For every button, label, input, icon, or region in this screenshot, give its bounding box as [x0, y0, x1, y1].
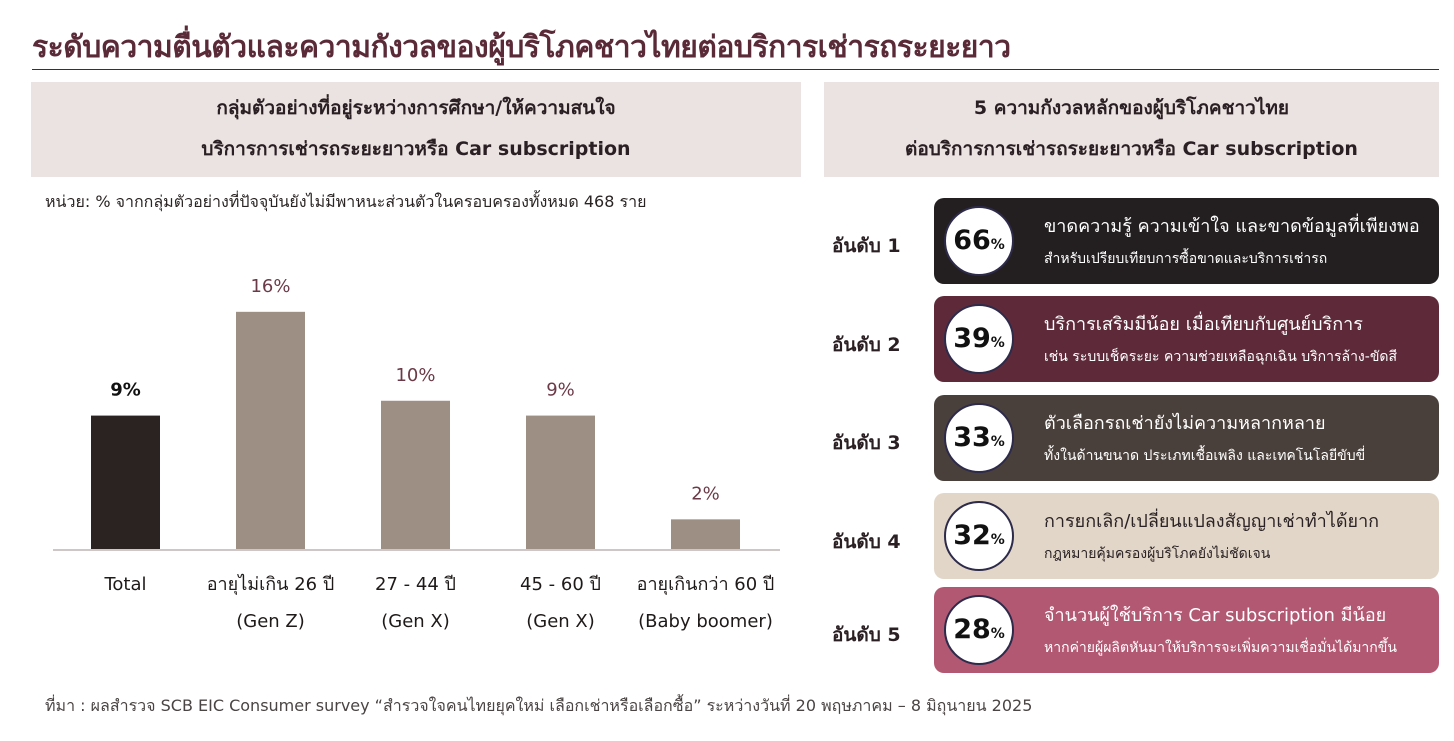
category-tick-label: (Gen X) [526, 611, 595, 632]
percent-value: 39 [953, 323, 991, 354]
bar [236, 311, 305, 549]
percent-value: 66 [953, 225, 991, 256]
concern-card: 39% บริการเสริมมีน้อย เมื่อเทียบกับศูนย์… [934, 296, 1439, 382]
bar [91, 415, 160, 549]
right-heading-line1: 5 ความกังวลหลักของผู้บริโภคชาวไทย [973, 97, 1290, 119]
bar [526, 415, 595, 549]
concern-main-text: บริการเสริมมีน้อย เมื่อเทียบกับศูนย์บริก… [1044, 314, 1363, 335]
category-tick-label: 27 - 44 ปี [375, 574, 456, 595]
percent-value: 32 [953, 520, 991, 551]
rank-label: อันดับ 1 [832, 235, 901, 257]
category-tick-label: Total [103, 574, 146, 595]
concern-main-text: ขาดความรู้ ความเข้าใจ และขาดข้อมูลที่เพี… [1044, 216, 1420, 237]
concern-main-text: ตัวเลือกรถเช่ายังไม่ความหลากหลาย [1044, 413, 1326, 434]
right-heading-line2: ต่อบริการการเช่ารถระยะยาวหรือ Car subscr… [905, 138, 1358, 160]
category-tick-label: อายุเกินกว่า 60 ปี [637, 574, 775, 595]
rank-label: อันดับ 4 [832, 531, 901, 553]
data-label: 9% [546, 380, 575, 401]
title-divider [32, 69, 1439, 70]
category-tick-label: 45 - 60 ปี [520, 574, 601, 595]
category-tick-label: (Gen Z) [236, 611, 305, 632]
data-label: 2% [691, 483, 720, 504]
percent-circle: 33% [944, 403, 1014, 473]
unit-note: หน่วย: % จากกลุ่มตัวอย่างที่ปัจจุบันยังไ… [45, 192, 647, 211]
concern-card: 28% จำนวนผู้ใช้บริการ Car subscription ม… [934, 587, 1439, 673]
concern-sub-text: กฎหมายคุ้มครองผู้บริโภคยังไม่ชัดเจน [1044, 546, 1271, 562]
percent-value: 28 [953, 614, 991, 645]
percent-circle: 28% [944, 595, 1014, 665]
percent-unit: % [990, 335, 1005, 351]
left-panel-heading: กลุ่มตัวอย่างที่อยู่ระหว่างการศึกษา/ให้ค… [31, 82, 801, 177]
left-heading-line1: กลุ่มตัวอย่างที่อยู่ระหว่างการศึกษา/ให้ค… [216, 97, 616, 119]
concern-main-text: จำนวนผู้ใช้บริการ Car subscription มีน้อ… [1044, 605, 1387, 626]
percent-unit: % [990, 532, 1005, 548]
data-label: 10% [395, 365, 435, 386]
percent-unit: % [990, 434, 1005, 450]
rank-label: อันดับ 3 [832, 432, 901, 454]
category-tick-label: อายุไม่เกิน 26 ปี [207, 573, 335, 595]
bar [381, 400, 450, 549]
percent-circle: 66% [944, 206, 1014, 276]
percent-unit: % [990, 237, 1005, 253]
percent-value: 33 [953, 422, 991, 453]
bar [671, 519, 740, 549]
rank-label: อันดับ 5 [832, 624, 901, 646]
concern-main-text: การยกเลิก/เปลี่ยนแปลงสัญญาเช่าทำได้ยาก [1044, 511, 1380, 532]
data-label: 16% [250, 276, 290, 297]
percent-unit: % [990, 626, 1005, 642]
data-label: 9% [110, 380, 141, 401]
concern-card: 33% ตัวเลือกรถเช่ายังไม่ความหลากหลาย ทั้… [934, 395, 1439, 481]
rank-label: อันดับ 2 [832, 334, 901, 356]
concern-sub-text: หากค่ายผู้ผลิตหันมาให้บริการจะเพิ่มความเ… [1044, 640, 1397, 656]
concern-sub-text: ทั้งในด้านขนาด ประเภทเชื้อเพลิง และเทคโน… [1044, 448, 1366, 464]
concern-card: 66% ขาดความรู้ ความเข้าใจ และขาดข้อมูลที… [934, 198, 1439, 284]
percent-circle: 39% [944, 304, 1014, 374]
left-heading-line2: บริการการเช่ารถระยะยาวหรือ Car subscript… [201, 138, 631, 160]
source-note: ที่มา : ผลสำรวจ SCB EIC Consumer survey … [45, 696, 1033, 715]
age-group-bar-chart: 9% Total 16% อายุไม่เกิน 26 ปี (Gen Z) 10% 27 … [53, 276, 780, 632]
page-title: ระดับความตื่นตัวและความกังวลของผู้บริโภค… [32, 30, 1011, 65]
category-tick-label: (Baby boomer) [638, 611, 773, 632]
concern-sub-text: เช่น ระบบเช็คระยะ ความช่วยเหลือฉุกเฉิน บ… [1044, 349, 1398, 365]
concern-card: 32% การยกเลิก/เปลี่ยนแปลงสัญญาเช่าทำได้ย… [934, 493, 1439, 579]
right-panel-heading: 5 ความกังวลหลักของผู้บริโภคชาวไทย ต่อบริ… [824, 82, 1439, 177]
category-tick-label: (Gen X) [381, 611, 450, 632]
percent-circle: 32% [944, 501, 1014, 571]
concern-sub-text: สำหรับเปรียบเทียบการซื้อขาดและบริการเช่า… [1044, 251, 1328, 267]
